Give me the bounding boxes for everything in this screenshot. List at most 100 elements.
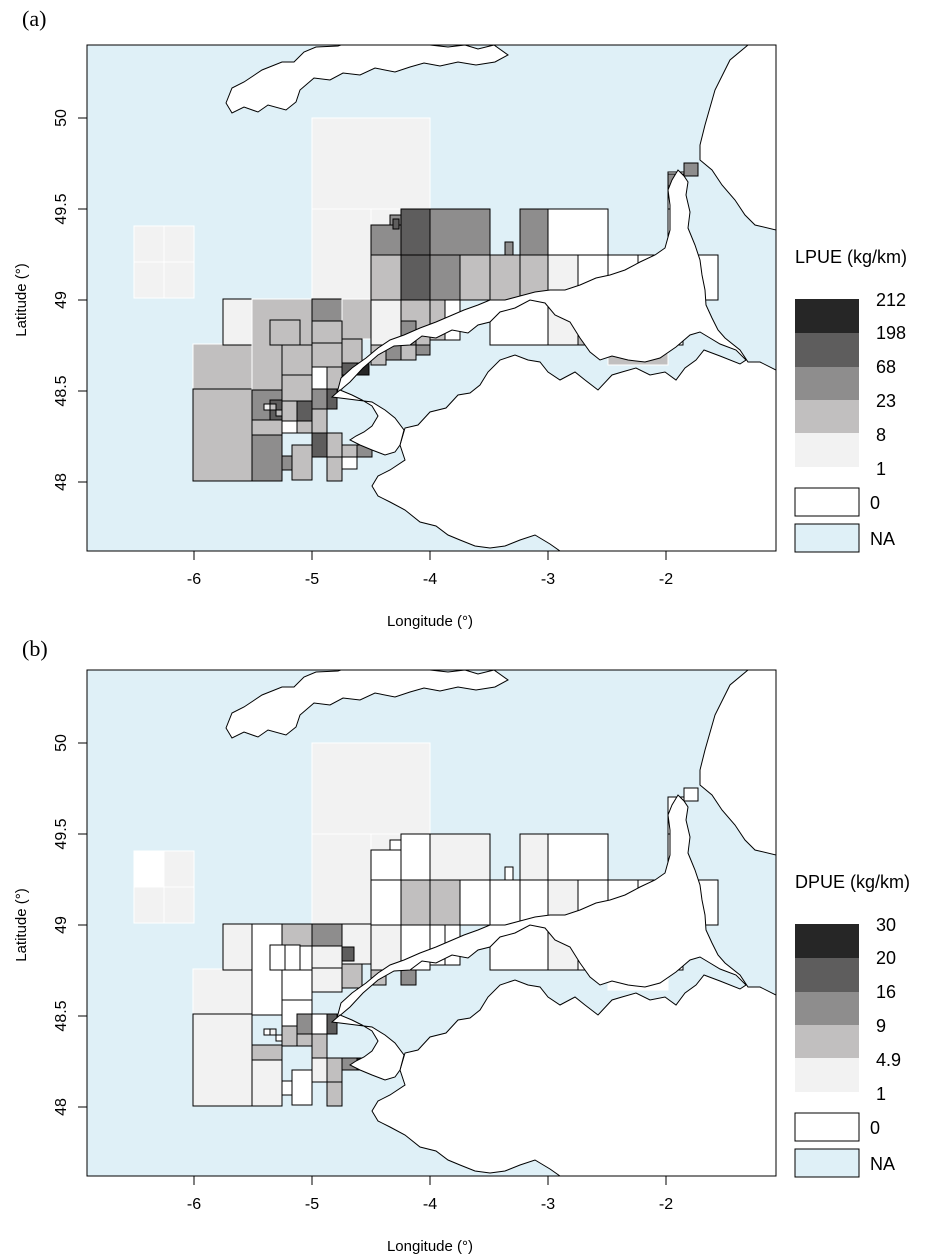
grid-cell (341, 338, 363, 364)
y-tick-label: 50 (53, 109, 70, 127)
legend-swatch (795, 333, 859, 367)
legend-class-label: 23 (876, 391, 896, 411)
grid-cell (222, 298, 253, 346)
y-tick-label: 49 (53, 916, 70, 934)
legend-swatch (795, 367, 859, 400)
grid-cell (269, 1028, 277, 1036)
y-tick-label: 48.5 (53, 1000, 70, 1031)
grid-cell (192, 1013, 253, 1107)
grid-cell (326, 1013, 338, 1035)
grid-cell (251, 419, 283, 436)
grid-cell (683, 162, 699, 177)
x-tick-label: -2 (659, 1196, 673, 1213)
x-tick-label: -3 (541, 571, 555, 588)
grid-cell (296, 420, 313, 434)
grid-cell (311, 432, 328, 458)
grid-cell (291, 444, 313, 481)
y-tick-label: 48 (53, 1098, 70, 1116)
grid-cell (296, 400, 313, 422)
grid-cell (547, 833, 609, 881)
grid-cell (269, 319, 301, 346)
land-cornwall (225, 45, 509, 114)
legend-na-swatch (794, 523, 860, 553)
grid-cell (489, 879, 521, 926)
grid-cell (281, 455, 293, 471)
grid-cell (311, 342, 343, 368)
y-tick-label: 49.5 (53, 818, 70, 849)
legend-class-label: 9 (876, 1016, 886, 1036)
x-tick-label: -6 (187, 571, 201, 588)
grid-cell (341, 298, 373, 340)
grid-cell (311, 1033, 328, 1059)
grid-cell (284, 944, 301, 971)
legend-title: DPUE (kg/km) (795, 872, 910, 892)
grid-cell (392, 218, 400, 230)
grid-cell (400, 344, 417, 361)
legend-zero-label: 0 (870, 1118, 880, 1138)
legend-a: LPUE (kg/km) 212 198 68 23 8 1 0 NA (794, 247, 907, 553)
grid-cell (281, 420, 298, 434)
y-tick-label: 50 (53, 734, 70, 752)
grid-cell (400, 879, 431, 926)
legend-na-label: NA (870, 529, 895, 549)
grid-cell (192, 388, 253, 482)
x-tick-label: -6 (187, 1196, 201, 1213)
plot-frame (86, 44, 777, 552)
legend-na-swatch (794, 1148, 860, 1178)
legend-class-label: 4.9 (876, 1050, 901, 1070)
legend-swatch (795, 992, 859, 1025)
legend-class-label: 212 (876, 290, 906, 310)
grid-cell (281, 344, 313, 376)
legend-title: LPUE (kg/km) (795, 247, 907, 267)
grid-cell (291, 1069, 313, 1106)
grid-cell (251, 434, 283, 482)
land-east-coast (699, 45, 776, 231)
grid-cell (263, 1028, 271, 1036)
grid-cell (281, 923, 313, 947)
grid-cell (489, 254, 521, 301)
grid-cell (389, 839, 402, 851)
grid-cell (326, 1057, 343, 1083)
panel-a-label: (a) (22, 6, 47, 31)
grid-cell (370, 224, 402, 256)
grid-cell (296, 1013, 313, 1035)
legend-swatch (795, 400, 859, 433)
grid-cell (133, 850, 165, 888)
grid-cell (326, 432, 343, 458)
legend-class-label: 68 (876, 357, 896, 377)
grid-cell (311, 408, 328, 434)
grid-cell (429, 879, 461, 926)
panel-b-label: (b) (22, 636, 48, 661)
grid-cell (519, 208, 549, 256)
x-tick-label: -5 (305, 1196, 319, 1213)
y-tick-label: 48 (53, 473, 70, 491)
grid-cell (311, 945, 343, 969)
y-tick-label: 48.5 (53, 375, 70, 406)
grid-cell (311, 1013, 328, 1035)
x-axis-label: Longitude (°) (387, 1238, 473, 1255)
grid-cell (311, 923, 343, 947)
grid-cell (269, 944, 286, 971)
land-brittany-west (330, 1014, 405, 1081)
grid-cell (459, 254, 491, 301)
grid-cell (251, 1044, 283, 1061)
grid-cell (400, 208, 431, 256)
grid-cell (341, 456, 358, 470)
grid-cell (269, 403, 277, 411)
grid-cell (281, 374, 313, 402)
legend-swatch (795, 433, 859, 467)
grid-cell (311, 967, 343, 993)
grid-cell (547, 208, 609, 256)
grid-cell (163, 850, 195, 888)
legend-class-label: 1 (876, 459, 886, 479)
grid-cell (163, 886, 195, 924)
y-axis-label: Latitude (°) (13, 888, 30, 962)
legend-class-label: 30 (876, 915, 896, 935)
grid-cell (281, 1025, 298, 1047)
x-tick-label: -2 (659, 571, 673, 588)
x-tick-label: -3 (541, 1196, 555, 1213)
legend-class-label: 20 (876, 948, 896, 968)
grid-cell (341, 963, 363, 989)
grid-cell (275, 1034, 283, 1042)
